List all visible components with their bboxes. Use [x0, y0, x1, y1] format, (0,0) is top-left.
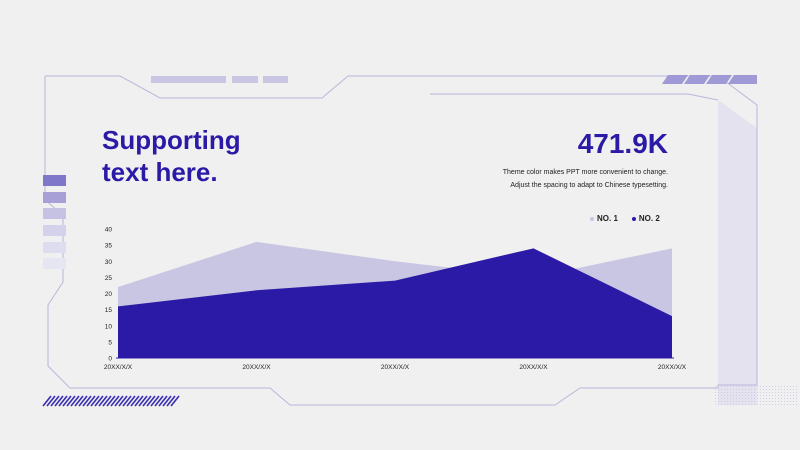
frame-inner-line [430, 93, 719, 101]
top-bar-2 [232, 76, 258, 83]
y-tick-label: 0 [108, 356, 112, 363]
top-bar-1 [151, 76, 226, 83]
legend-swatch-no1 [590, 216, 594, 221]
chart-legend: NO. 1 NO. 2 [590, 214, 660, 223]
x-tick-label: 20XX/X/X [658, 364, 687, 371]
y-tick-label: 5 [108, 339, 112, 346]
description-line-2: Adjust the spacing to adapt to Chinese t… [510, 181, 668, 189]
y-tick-label: 10 [105, 323, 113, 330]
bottom-right-dots [715, 386, 797, 405]
y-tick-label: 20 [105, 291, 113, 298]
top-bar-3 [263, 76, 288, 83]
y-tick-label: 15 [105, 307, 113, 314]
y-tick-label: 35 [105, 243, 113, 250]
description-line-1: Theme color makes PPT more convenient to… [502, 169, 668, 176]
top-right-stripes [662, 75, 757, 84]
bottom-left-hatch [42, 395, 180, 407]
metric-value: 471.9K [577, 128, 668, 159]
x-tick-label: 20XX/X/X [519, 364, 548, 371]
heading-line-1: Supporting [102, 125, 241, 155]
y-tick-label: 25 [105, 275, 113, 282]
legend-swatch-no2 [631, 216, 636, 221]
frame-outline [44, 75, 758, 406]
x-tick-label: 20XX/X/X [242, 364, 271, 371]
legend-item-no1: NO. 1 [590, 214, 618, 223]
left-stacked-bars [43, 175, 66, 269]
heading-line-2: text here. [102, 157, 218, 187]
x-tick-label: 20XX/X/X [381, 364, 410, 371]
y-tick-label: 30 [105, 259, 113, 266]
legend-item-no2: NO. 2 [631, 214, 660, 223]
x-tick-label: 20XX/X/X [104, 364, 133, 371]
y-tick-label: 40 [105, 227, 113, 234]
description: Theme color makes PPT more convenient to… [503, 167, 668, 192]
area-series-2 [118, 248, 672, 358]
right-side-panel [718, 100, 757, 405]
heading: Supporting text here. [102, 124, 362, 188]
legend-label-no2: NO. 2 [638, 214, 660, 223]
legend-label-no1: NO. 1 [597, 214, 618, 223]
